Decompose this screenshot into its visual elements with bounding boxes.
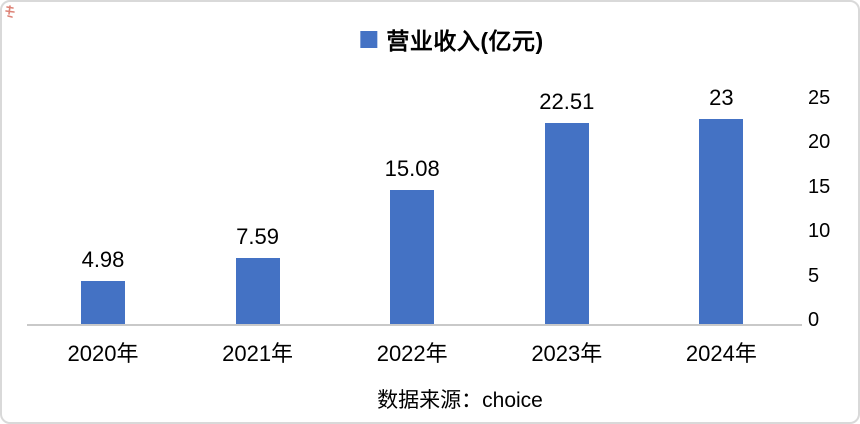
y-axis-tick-label: 25 xyxy=(808,87,831,109)
x-axis-label: 2021年 xyxy=(222,341,294,366)
bar-2023年 xyxy=(544,123,589,326)
bar-2022年 xyxy=(390,190,435,326)
y-axis-tick-label: 10 xyxy=(808,220,831,243)
x-axis-label: 2020年 xyxy=(67,341,139,366)
x-axis-label: 2024年 xyxy=(685,341,757,366)
x-axis-label: 2022年 xyxy=(376,341,448,366)
bar-2024年 xyxy=(699,119,744,326)
bar-value-label: 7.59 xyxy=(236,224,279,249)
bar-value-label: 15.08 xyxy=(384,156,440,181)
legend: 营业收入(亿元) xyxy=(360,22,543,56)
y-axis-tick-label: 20 xyxy=(808,131,831,154)
x-axis-label: 2023年 xyxy=(531,341,603,366)
y-axis-tick-label: 5 xyxy=(808,264,820,287)
legend-series-label: 营业收入(亿元) xyxy=(386,28,544,54)
legend-color-swatch xyxy=(360,30,378,48)
y-axis-tick-label: 15 xyxy=(808,175,831,198)
x-axis-line xyxy=(27,324,802,326)
bar-2020年 xyxy=(81,281,125,326)
bar-value-label: 23 xyxy=(709,85,734,110)
y-axis-tick-label: 0 xyxy=(808,309,820,331)
red-scribble-mark xyxy=(5,5,15,18)
bar-value-label: 4.98 xyxy=(81,247,125,272)
bar-value-label: 22.51 xyxy=(539,89,595,114)
source-caption: 数据来源：choice xyxy=(377,389,543,412)
bar-2021年 xyxy=(235,258,280,326)
